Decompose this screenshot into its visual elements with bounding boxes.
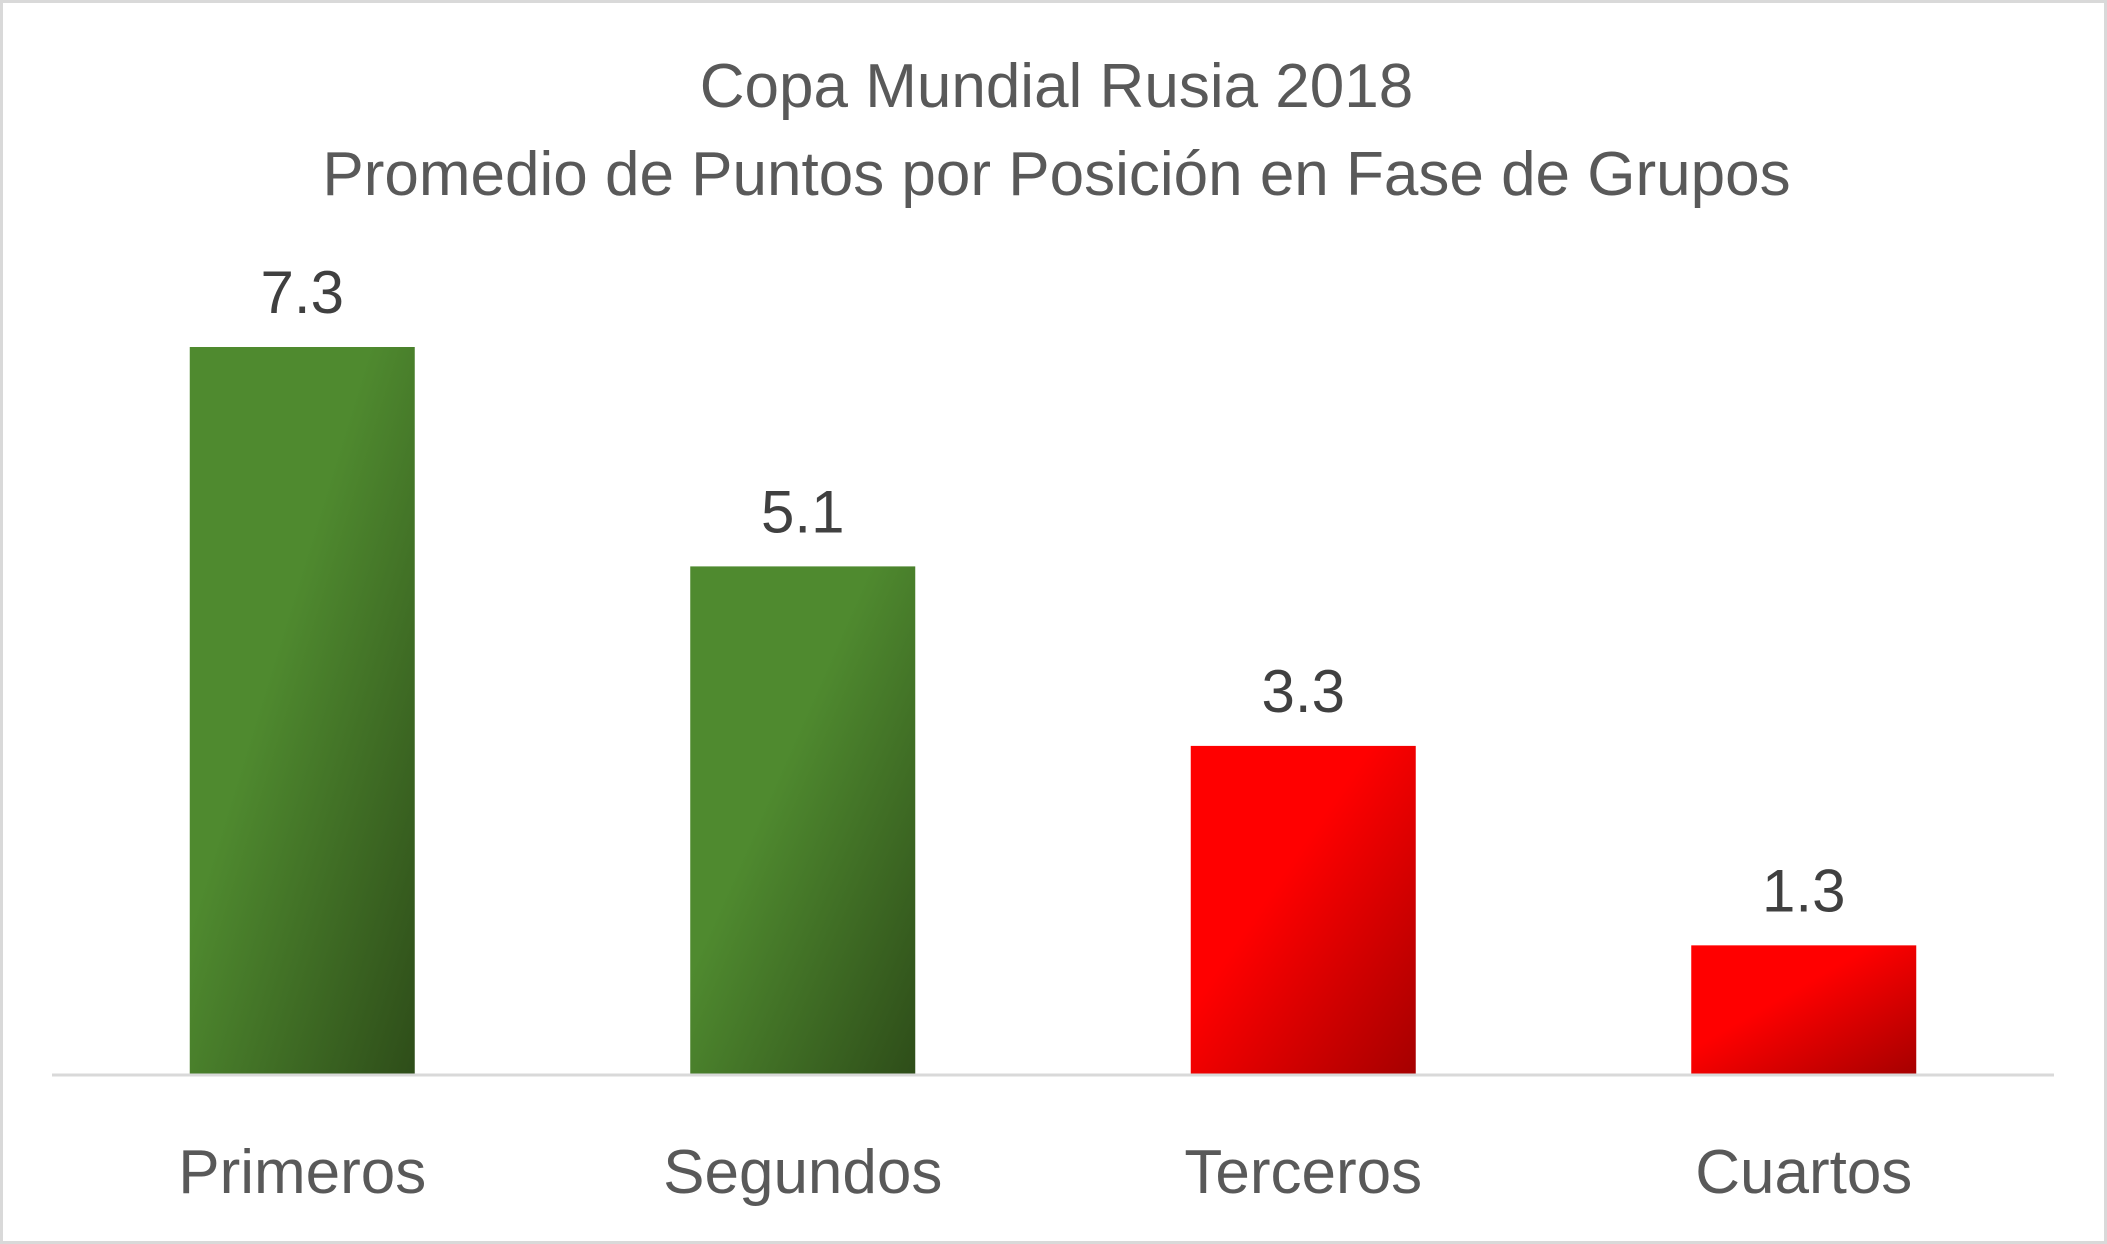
data-labels-layer: 7.3 5.1 3.3 1.3 bbox=[261, 259, 1846, 924]
bar-primeros bbox=[189, 347, 415, 1075]
bar-cuartos bbox=[1691, 945, 1917, 1075]
data-label-cuartos: 1.3 bbox=[1762, 857, 1845, 924]
x-tick-label-primeros: Primeros bbox=[178, 1138, 426, 1207]
bar-segundos bbox=[690, 566, 916, 1075]
data-label-primeros: 7.3 bbox=[261, 259, 344, 326]
chart-title-block: Copa Mundial Rusia 2018 Promedio de Punt… bbox=[3, 43, 2107, 219]
chart-subtitle: Promedio de Puntos por Posición en Fase … bbox=[322, 140, 1791, 209]
x-tick-labels-layer: Primeros Segundos Terceros Cuartos bbox=[178, 1138, 1912, 1207]
x-tick-label-segundos: Segundos bbox=[663, 1138, 942, 1207]
bar-terceros bbox=[1190, 745, 1416, 1075]
x-tick-label-terceros: Terceros bbox=[1184, 1138, 1422, 1207]
bars-layer bbox=[189, 347, 1917, 1075]
x-tick-label-cuartos: Cuartos bbox=[1695, 1138, 1912, 1207]
data-label-segundos: 5.1 bbox=[761, 478, 844, 545]
data-label-terceros: 3.3 bbox=[1262, 658, 1345, 725]
chart-title: Copa Mundial Rusia 2018 bbox=[699, 52, 1414, 121]
